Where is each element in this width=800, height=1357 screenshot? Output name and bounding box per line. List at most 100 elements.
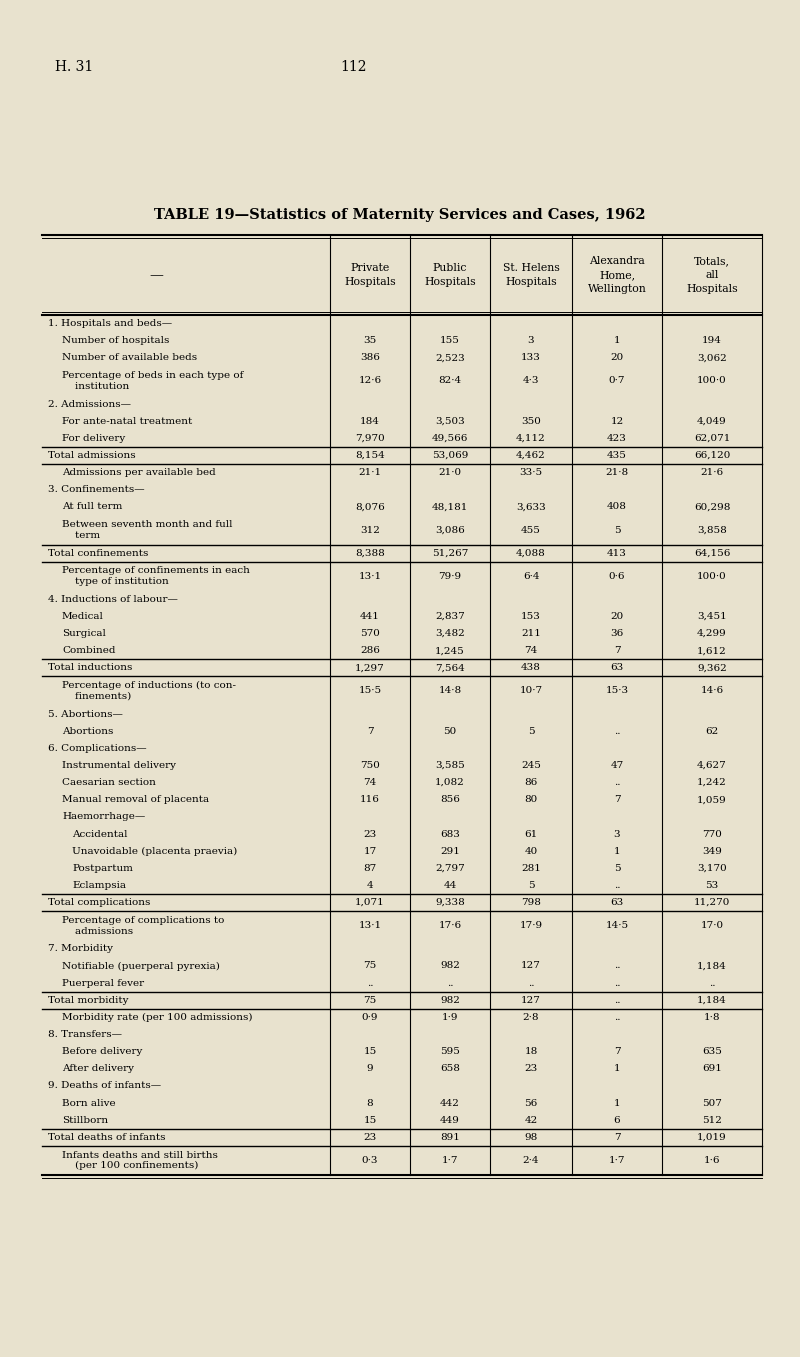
Text: 194: 194 <box>702 337 722 345</box>
Text: 6: 6 <box>614 1115 620 1125</box>
Text: 1: 1 <box>614 847 620 856</box>
Text: For ante-natal treatment: For ante-natal treatment <box>62 417 192 426</box>
Text: 23: 23 <box>363 829 377 839</box>
Text: 48,181: 48,181 <box>432 502 468 512</box>
Text: 21·6: 21·6 <box>701 468 723 478</box>
Text: 2·8: 2·8 <box>522 1012 539 1022</box>
Text: 66,120: 66,120 <box>694 451 730 460</box>
Text: 4. Inductions of labour—: 4. Inductions of labour— <box>48 594 178 604</box>
Text: Born alive: Born alive <box>62 1099 116 1107</box>
Text: 20: 20 <box>610 612 624 622</box>
Text: 49,566: 49,566 <box>432 434 468 442</box>
Text: 1,242: 1,242 <box>697 778 727 787</box>
Text: At full term: At full term <box>62 502 122 512</box>
Text: Percentage of inductions (to con-
    finements): Percentage of inductions (to con- fineme… <box>62 681 236 702</box>
Text: Percentage of beds in each type of
    institution: Percentage of beds in each type of insti… <box>62 370 243 391</box>
Text: 4,049: 4,049 <box>697 417 727 426</box>
Text: 4,627: 4,627 <box>697 761 727 769</box>
Text: 42: 42 <box>524 1115 538 1125</box>
Text: 7,564: 7,564 <box>435 664 465 672</box>
Text: 0·6: 0·6 <box>609 571 626 581</box>
Text: 7: 7 <box>614 1133 620 1141</box>
Text: Between seventh month and full
    term: Between seventh month and full term <box>62 520 233 540</box>
Text: Total admissions: Total admissions <box>48 451 136 460</box>
Text: 35: 35 <box>363 337 377 345</box>
Text: 8. Transfers—: 8. Transfers— <box>48 1030 122 1039</box>
Text: 98: 98 <box>524 1133 538 1141</box>
Text: 14·8: 14·8 <box>438 687 462 696</box>
Text: 7: 7 <box>614 1048 620 1056</box>
Text: 50: 50 <box>443 727 457 735</box>
Text: 0·7: 0·7 <box>609 376 626 385</box>
Text: 1,297: 1,297 <box>355 664 385 672</box>
Text: Number of available beds: Number of available beds <box>62 353 197 362</box>
Text: 1·9: 1·9 <box>442 1012 458 1022</box>
Text: 7: 7 <box>366 727 374 735</box>
Text: 86: 86 <box>524 778 538 787</box>
Text: 7,970: 7,970 <box>355 434 385 442</box>
Text: 3. Confinements—: 3. Confinements— <box>48 486 145 494</box>
Text: 1,612: 1,612 <box>697 646 727 655</box>
Text: 2·4: 2·4 <box>522 1156 539 1164</box>
Text: 21·0: 21·0 <box>438 468 462 478</box>
Text: 0·9: 0·9 <box>362 1012 378 1022</box>
Text: 11,270: 11,270 <box>694 898 730 906</box>
Text: 21·1: 21·1 <box>358 468 382 478</box>
Text: 595: 595 <box>440 1048 460 1056</box>
Text: 100·0: 100·0 <box>697 571 727 581</box>
Text: 408: 408 <box>607 502 627 512</box>
Text: 8: 8 <box>366 1099 374 1107</box>
Text: 1,184: 1,184 <box>697 962 727 970</box>
Text: 13·1: 13·1 <box>358 571 382 581</box>
Text: 1. Hospitals and beds—: 1. Hospitals and beds— <box>48 319 172 328</box>
Text: 74: 74 <box>363 778 377 787</box>
Text: 7: 7 <box>614 646 620 655</box>
Text: 33·5: 33·5 <box>519 468 542 478</box>
Text: 438: 438 <box>521 664 541 672</box>
Text: 1: 1 <box>614 337 620 345</box>
Text: 80: 80 <box>524 795 538 805</box>
Text: 1,245: 1,245 <box>435 646 465 655</box>
Text: 512: 512 <box>702 1115 722 1125</box>
Text: 82·4: 82·4 <box>438 376 462 385</box>
Text: Instrumental delivery: Instrumental delivery <box>62 761 176 769</box>
Text: ..: .. <box>614 881 620 890</box>
Text: 13·1: 13·1 <box>358 921 382 931</box>
Text: Eclampsia: Eclampsia <box>72 881 126 890</box>
Text: 3,062: 3,062 <box>697 353 727 362</box>
Text: 17·0: 17·0 <box>701 921 723 931</box>
Text: 36: 36 <box>610 630 624 638</box>
Text: Unavoidable (placenta praevia): Unavoidable (placenta praevia) <box>72 847 238 856</box>
Text: 17: 17 <box>363 847 377 856</box>
Text: 2,837: 2,837 <box>435 612 465 622</box>
Text: 211: 211 <box>521 630 541 638</box>
Text: 5: 5 <box>528 727 534 735</box>
Text: ..: .. <box>446 978 454 988</box>
Text: 60,298: 60,298 <box>694 502 730 512</box>
Text: 17·9: 17·9 <box>519 921 542 931</box>
Text: Morbidity rate (per 100 admissions): Morbidity rate (per 100 admissions) <box>62 1012 253 1022</box>
Text: 349: 349 <box>702 847 722 856</box>
Text: 1,071: 1,071 <box>355 898 385 906</box>
Text: 750: 750 <box>360 761 380 769</box>
Text: 9,338: 9,338 <box>435 898 465 906</box>
Text: After delivery: After delivery <box>62 1064 134 1073</box>
Text: ..: .. <box>528 978 534 988</box>
Text: 5: 5 <box>614 525 620 535</box>
Text: Number of hospitals: Number of hospitals <box>62 337 170 345</box>
Text: Stillborn: Stillborn <box>62 1115 108 1125</box>
Text: 798: 798 <box>521 898 541 906</box>
Text: ..: .. <box>614 978 620 988</box>
Text: 683: 683 <box>440 829 460 839</box>
Text: 1·6: 1·6 <box>704 1156 720 1164</box>
Text: 286: 286 <box>360 646 380 655</box>
Text: H. 31: H. 31 <box>55 60 94 75</box>
Text: 155: 155 <box>440 337 460 345</box>
Text: 15·3: 15·3 <box>606 687 629 696</box>
Text: 507: 507 <box>702 1099 722 1107</box>
Text: 79·9: 79·9 <box>438 571 462 581</box>
Text: 7. Morbidity: 7. Morbidity <box>48 944 113 954</box>
Text: Caesarian section: Caesarian section <box>62 778 156 787</box>
Text: 7: 7 <box>614 795 620 805</box>
Text: 856: 856 <box>440 795 460 805</box>
